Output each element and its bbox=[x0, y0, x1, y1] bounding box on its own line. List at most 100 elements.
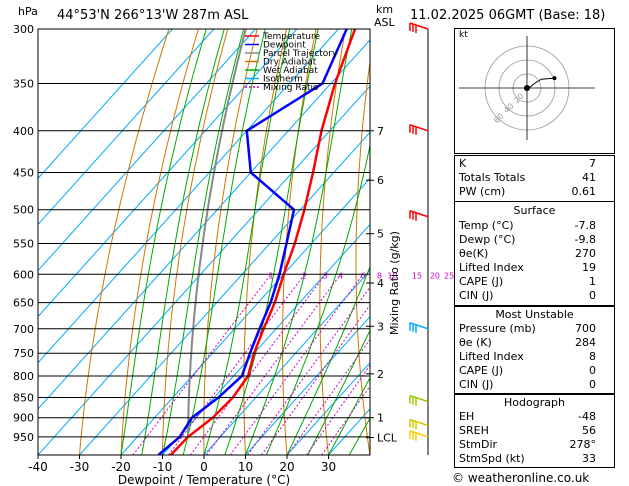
km-tick-label: 2 bbox=[377, 368, 384, 381]
pressure-tick-label: 550 bbox=[13, 237, 34, 250]
isotherm-line bbox=[120, 177, 370, 455]
index-row: PW (cm) 0.61 bbox=[459, 185, 596, 198]
km-tick-label: 7 bbox=[377, 125, 384, 138]
pressure-tick-label: 900 bbox=[13, 412, 34, 425]
isotherm-line bbox=[38, 29, 173, 180]
pressure-tick-label: 650 bbox=[13, 297, 34, 310]
surface-row: CIN (J) 0 bbox=[459, 289, 596, 302]
pressure-tick-label: 500 bbox=[13, 204, 34, 217]
surface-row: θe(K) 270 bbox=[459, 247, 596, 260]
surface-panel: Surface Temp (°C) -7.8 Dewp (°C) -9.8 θe(K… bbox=[454, 201, 615, 307]
surface-row: CAPE (J) 1 bbox=[459, 275, 596, 288]
legend-entry: Isotherm bbox=[263, 75, 303, 85]
mixing-ratio-label: 2 bbox=[302, 271, 307, 280]
mixing-ratio-line bbox=[206, 274, 342, 455]
x-tick-label: -20 bbox=[111, 460, 131, 474]
x-tick-label: 10 bbox=[238, 460, 253, 474]
legend-entry: Dewpoint bbox=[263, 41, 306, 51]
pressure-tick-label: 700 bbox=[13, 323, 34, 336]
x-tick-label: 30 bbox=[321, 460, 336, 474]
isotherm-line bbox=[38, 29, 298, 318]
isotherm-line bbox=[38, 29, 256, 272]
legend-entry: Parcel Trajectory bbox=[263, 49, 338, 59]
hodo-row: EH -48 bbox=[459, 410, 596, 423]
mu-row: CIN (J) 0 bbox=[459, 378, 596, 391]
hodograph-box: kt bbox=[454, 28, 615, 154]
mixing-ratio-label: 25 bbox=[444, 271, 454, 280]
pressure-tick-label: 300 bbox=[13, 23, 34, 36]
pressure-tick-label: 750 bbox=[13, 347, 34, 360]
pressure-tick-label: 600 bbox=[13, 268, 34, 281]
pressure-tick-label: 450 bbox=[13, 166, 34, 179]
isotherm-line bbox=[203, 269, 370, 455]
mixing-ratio-label: 10 bbox=[387, 271, 397, 280]
pressure-tick-label: 350 bbox=[13, 78, 34, 91]
mixing-ratio-line bbox=[189, 274, 326, 455]
index-row: Totals Totals 41 bbox=[459, 171, 596, 184]
isotherm-line bbox=[162, 223, 370, 455]
wet-adiabat-line bbox=[120, 29, 207, 455]
hodograph-unit: kt bbox=[459, 30, 468, 40]
x-tick-label: 0 bbox=[200, 460, 208, 474]
hodograph-table-title: Hodograph bbox=[504, 396, 565, 409]
surface-row: Lifted Index 19 bbox=[459, 261, 596, 274]
parcel-trajectory-line bbox=[187, 29, 247, 437]
surface-title: Surface bbox=[513, 204, 556, 217]
mixing-ratio-label: 15 bbox=[412, 271, 422, 280]
dry-adiabat-line bbox=[120, 29, 199, 455]
legend-entry: Wet Adiabat bbox=[263, 66, 318, 76]
legend-entry: Mixing Ratio bbox=[263, 83, 319, 93]
most-unstable-title: Most Unstable bbox=[495, 308, 574, 321]
km-tick-label: 5 bbox=[377, 228, 384, 241]
km-label: km bbox=[376, 3, 394, 16]
mixing-ratio-line bbox=[132, 273, 272, 455]
dry-adiabat-line bbox=[162, 29, 229, 455]
isotherm-line bbox=[286, 362, 370, 455]
mu-row: θe (K) 284 bbox=[459, 336, 596, 349]
hodograph-endpoint bbox=[552, 76, 557, 81]
surface-row: Dewp (°C) -9.8 bbox=[459, 233, 596, 246]
x-tick-label: -40 bbox=[28, 460, 48, 474]
dry-adiabat-line bbox=[425, 29, 453, 455]
hpa-label: hPa bbox=[18, 5, 38, 18]
isotherm-line bbox=[38, 85, 370, 455]
isotherm-line bbox=[245, 315, 370, 455]
isotherm-line bbox=[79, 131, 370, 455]
forecast-datetime: 11.02.2025 06GMT (Base: 18) bbox=[410, 8, 606, 23]
mu-row: Pressure (mb) 700 bbox=[459, 322, 596, 335]
x-axis-label: Dewpoint / Temperature (°C) bbox=[118, 473, 290, 486]
dry-adiabat-line bbox=[79, 29, 170, 455]
mu-row: CAPE (J) 0 bbox=[459, 364, 596, 377]
mixing-ratio-label: 3 bbox=[323, 271, 328, 280]
isotherm-line bbox=[38, 39, 370, 410]
x-tick-label: -30 bbox=[70, 460, 90, 474]
km-tick-label: 1 bbox=[377, 412, 384, 425]
km-tick-label: 3 bbox=[377, 320, 384, 333]
mixing-ratio-label: 4 bbox=[338, 271, 343, 280]
isotherm-line bbox=[38, 29, 215, 226]
pressure-tick-label: 800 bbox=[13, 370, 34, 383]
mixing-ratio-label: 1 bbox=[268, 271, 273, 280]
x-tick-label: -10 bbox=[153, 460, 173, 474]
hodo-row: SREH 56 bbox=[459, 424, 596, 437]
station-location: 44°53'N 266°13'W 287m ASL bbox=[57, 8, 249, 23]
pressure-tick-label: 850 bbox=[13, 391, 34, 404]
mixing-ratio-label: 20 bbox=[430, 271, 440, 280]
x-tick-label: 20 bbox=[279, 460, 294, 474]
dry-adiabat-line bbox=[355, 58, 370, 455]
km-tick-label: 4 bbox=[377, 277, 384, 290]
copyright-text: © weatheronline.co.uk bbox=[452, 471, 590, 485]
pressure-tick-label: 950 bbox=[13, 431, 34, 444]
right-axis-label: Mixing Ratio (g/kg) bbox=[388, 231, 401, 335]
mixing-ratio-label: 8 bbox=[377, 271, 382, 280]
pressure-tick-label: 400 bbox=[13, 125, 34, 138]
km-tick-label: 6 bbox=[377, 174, 384, 187]
asl-label: ASL bbox=[374, 16, 395, 29]
wet-adiabat-line bbox=[307, 329, 370, 455]
legend-entry: Dry Adiabat bbox=[263, 58, 317, 68]
legend-entry: Temperature bbox=[262, 32, 320, 42]
